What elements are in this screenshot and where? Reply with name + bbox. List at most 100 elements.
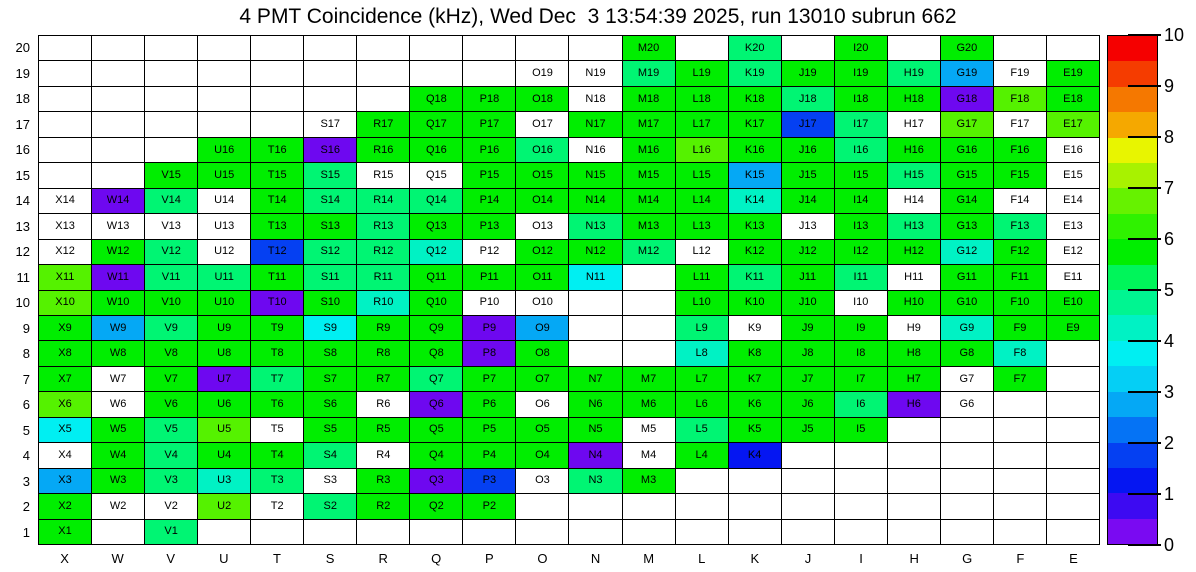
grid-cell-G11: G11 bbox=[940, 265, 993, 290]
grid-cell-J7: J7 bbox=[781, 366, 834, 392]
grid-cell-P2: P2 bbox=[463, 494, 516, 519]
grid-cell-K20: K20 bbox=[728, 36, 781, 61]
colorbar-tick bbox=[1128, 289, 1161, 291]
grid-cell-X6: X6 bbox=[39, 392, 92, 417]
colorbar-tick bbox=[1128, 238, 1161, 240]
grid-cell-X14: X14 bbox=[39, 188, 92, 214]
grid-cell-H13: H13 bbox=[887, 214, 940, 239]
grid-cell-F12: F12 bbox=[993, 239, 1046, 265]
grid-cell-N17: N17 bbox=[569, 112, 622, 137]
grid-cell-empty bbox=[993, 468, 1046, 494]
colorbar-tick bbox=[1128, 340, 1161, 342]
grid-cell-P9: P9 bbox=[463, 315, 516, 341]
grid-cell-J15: J15 bbox=[781, 163, 834, 188]
grid-cell-F9: F9 bbox=[993, 315, 1046, 341]
grid-cell-O16: O16 bbox=[516, 137, 569, 163]
grid-cell-L17: L17 bbox=[675, 112, 728, 137]
grid-cell-K13: K13 bbox=[728, 214, 781, 239]
grid-cell-X5: X5 bbox=[39, 417, 92, 443]
grid-cell-empty bbox=[39, 61, 92, 86]
colorbar-band bbox=[1108, 264, 1157, 291]
colorbar-band bbox=[1108, 137, 1157, 164]
grid-cell-O13: O13 bbox=[516, 214, 569, 239]
grid-cell-M12: M12 bbox=[622, 239, 675, 265]
y-axis-label-15: 15 bbox=[15, 167, 30, 183]
grid-cell-P11: P11 bbox=[463, 265, 516, 290]
colorbar-band bbox=[1108, 61, 1157, 87]
grid-cell-S17: S17 bbox=[304, 112, 357, 137]
grid-cell-empty bbox=[887, 417, 940, 443]
grid-cell-L19: L19 bbox=[675, 61, 728, 86]
grid-cell-R4: R4 bbox=[357, 443, 410, 468]
grid-cell-empty bbox=[92, 36, 145, 61]
grid-cell-empty bbox=[198, 112, 251, 137]
grid-cell-E16: E16 bbox=[1046, 137, 1099, 163]
colorbar-band bbox=[1108, 417, 1157, 443]
x-axis-label-P: P bbox=[485, 550, 494, 566]
grid-cell-S11: S11 bbox=[304, 265, 357, 290]
grid-cell-F16: F16 bbox=[993, 137, 1046, 163]
colorbar-band bbox=[1108, 315, 1157, 341]
x-axis-label-N: N bbox=[590, 550, 601, 566]
grid-cell-empty bbox=[145, 137, 198, 163]
grid-cell-L7: L7 bbox=[675, 366, 728, 392]
y-axis-label-13: 13 bbox=[15, 218, 30, 234]
grid-cell-X10: X10 bbox=[39, 290, 92, 315]
grid-cell-O9: O9 bbox=[516, 315, 569, 341]
grid-cell-F14: F14 bbox=[993, 188, 1046, 214]
grid-cell-empty bbox=[39, 163, 92, 188]
grid-cell-empty bbox=[304, 519, 357, 544]
grid-cell-L10: L10 bbox=[675, 290, 728, 315]
grid-cell-empty bbox=[304, 86, 357, 112]
grid-cell-empty bbox=[781, 468, 834, 494]
grid-cell-empty bbox=[410, 519, 463, 544]
grid-cell-empty bbox=[198, 36, 251, 61]
grid-cell-E14: E14 bbox=[1046, 188, 1099, 214]
grid-cell-M13: M13 bbox=[622, 214, 675, 239]
grid-cell-E15: E15 bbox=[1046, 163, 1099, 188]
grid-cell-empty bbox=[569, 36, 622, 61]
grid-cell-F18: F18 bbox=[993, 86, 1046, 112]
y-axis-label-5: 5 bbox=[22, 422, 30, 438]
grid-cell-K16: K16 bbox=[728, 137, 781, 163]
grid-cell-O7: O7 bbox=[516, 366, 569, 392]
grid-cell-O6: O6 bbox=[516, 392, 569, 417]
grid-cell-empty bbox=[781, 443, 834, 468]
grid-cell-X1: X1 bbox=[39, 519, 92, 544]
heatmap-grid: M20 K20 I20 G20 O19 N19 M19 L19 K19 J19 I19 H19 G19 F… bbox=[38, 35, 1100, 545]
grid-cell-F13: F13 bbox=[993, 214, 1046, 239]
grid-cell-N11: N11 bbox=[569, 265, 622, 290]
grid-cell-E10: E10 bbox=[1046, 290, 1099, 315]
grid-cell-empty bbox=[304, 36, 357, 61]
colorbar-band bbox=[1108, 366, 1157, 392]
grid-cell-O14: O14 bbox=[516, 188, 569, 214]
x-axis-label-V: V bbox=[166, 550, 176, 566]
grid-cell-S8: S8 bbox=[304, 341, 357, 366]
grid-cell-empty bbox=[834, 494, 887, 519]
grid-cell-I15: I15 bbox=[834, 163, 887, 188]
grid-cell-empty bbox=[728, 519, 781, 544]
grid-cell-K11: K11 bbox=[728, 265, 781, 290]
grid-cell-I19: I19 bbox=[834, 61, 887, 86]
x-axis-label-X: X bbox=[60, 550, 69, 566]
grid-cell-K12: K12 bbox=[728, 239, 781, 265]
grid-cell-R9: R9 bbox=[357, 315, 410, 341]
grid-cell-U6: U6 bbox=[198, 392, 251, 417]
grid-cell-W11: W11 bbox=[92, 265, 145, 290]
grid-cell-empty bbox=[92, 519, 145, 544]
grid-cell-O17: O17 bbox=[516, 112, 569, 137]
grid-cell-S14: S14 bbox=[304, 188, 357, 214]
grid-cell-X11: X11 bbox=[39, 265, 92, 290]
grid-cell-U16: U16 bbox=[198, 137, 251, 163]
grid-cell-empty bbox=[198, 86, 251, 112]
grid-cell-W4: W4 bbox=[92, 443, 145, 468]
grid-cell-N4: N4 bbox=[569, 443, 622, 468]
y-axis-label-2: 2 bbox=[22, 499, 30, 515]
grid-cell-T5: T5 bbox=[251, 417, 304, 443]
grid-cell-empty bbox=[834, 468, 887, 494]
grid-cell-L12: L12 bbox=[675, 239, 728, 265]
grid-cell-N19: N19 bbox=[569, 61, 622, 86]
grid-cell-empty bbox=[304, 61, 357, 86]
grid-cell-K6: K6 bbox=[728, 392, 781, 417]
grid-cell-G9: G9 bbox=[940, 315, 993, 341]
